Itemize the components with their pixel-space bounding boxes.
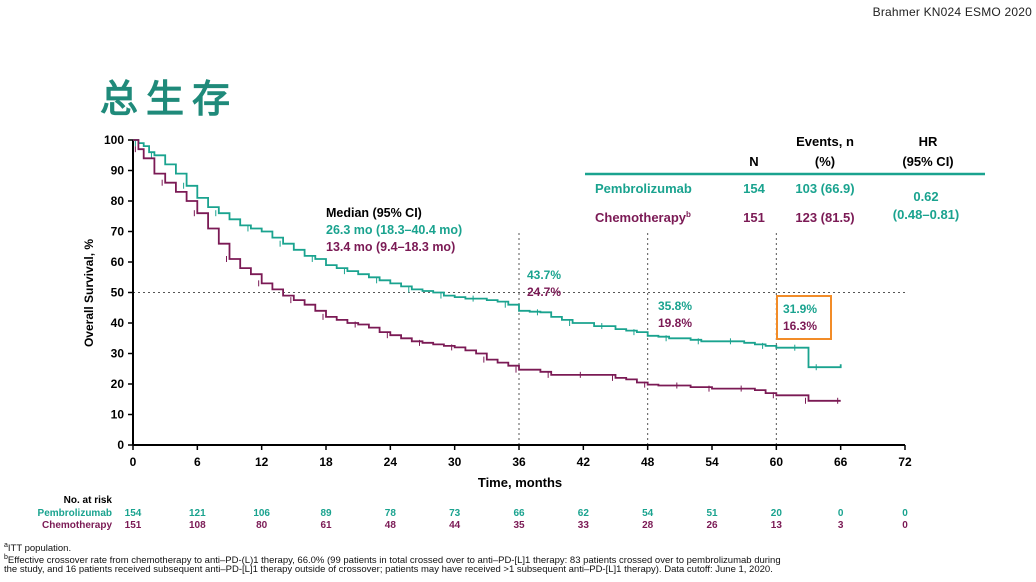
footnote-a: aITT population. xyxy=(4,542,72,555)
median-chemo: 13.4 mo (9.4–18.3 mo) xyxy=(326,240,455,254)
table-hr-value: 0.62 xyxy=(913,189,938,204)
x-tick-label: 12 xyxy=(255,455,269,469)
table-row-label-chemo-sup: b xyxy=(686,210,691,219)
y-tick-label: 90 xyxy=(111,164,125,178)
risk-value-chemotherapy: 108 xyxy=(189,520,206,531)
risk-row-label-chemo: Chemotherapy xyxy=(42,520,112,531)
table-row-n-pembro: 154 xyxy=(743,181,765,196)
risk-value-chemotherapy: 26 xyxy=(706,520,718,531)
risk-value-chemotherapy: 80 xyxy=(256,520,268,531)
risk-value-pembrolizumab: 73 xyxy=(449,508,461,519)
citation: Brahmer KN024 ESMO 2020 xyxy=(872,5,1032,19)
risk-value-chemotherapy: 28 xyxy=(642,520,654,531)
risk-value-chemotherapy: 61 xyxy=(320,520,332,531)
y-tick-label: 60 xyxy=(111,255,125,269)
x-tick-label: 6 xyxy=(194,455,201,469)
reference-lines xyxy=(133,230,905,445)
rate-36-pembro: 43.7% xyxy=(527,268,561,282)
risk-value-pembrolizumab: 89 xyxy=(320,508,332,519)
y-tick-label: 20 xyxy=(111,377,125,391)
rate-60-pembro: 31.9% xyxy=(783,302,817,316)
x-tick-label: 36 xyxy=(512,455,526,469)
y-tick-label: 10 xyxy=(111,408,125,422)
x-tick-label: 18 xyxy=(319,455,333,469)
y-tick-label: 100 xyxy=(104,133,124,147)
table-row-events-pembro: 103 (66.9) xyxy=(795,181,854,196)
rate-48-pembro: 35.8% xyxy=(658,299,692,313)
rate-36-chemo: 24.7% xyxy=(527,285,561,299)
x-tick-label: 66 xyxy=(834,455,848,469)
x-tick-label: 42 xyxy=(577,455,591,469)
y-tick-label: 30 xyxy=(111,347,125,361)
risk-value-chemotherapy: 33 xyxy=(578,520,590,531)
risk-value-chemotherapy: 48 xyxy=(385,520,397,531)
risk-value-chemotherapy: 35 xyxy=(513,520,525,531)
rate-60-chemo: 16.3% xyxy=(783,319,817,333)
survival-curve-chemotherapy xyxy=(133,139,841,402)
table-row-label-pembro: Pembrolizumab xyxy=(595,181,692,196)
x-tick-label: 60 xyxy=(770,455,784,469)
highlight-box xyxy=(776,295,832,340)
axes: 0 6 12 18 24 30 36 42 48 54 60 66 72 0 10 20 30 40 50 60 70 8… xyxy=(104,133,912,469)
table-row-n-chemo: 151 xyxy=(743,210,765,225)
risk-value-chemotherapy: 3 xyxy=(838,520,844,531)
y-tick-label: 70 xyxy=(111,225,125,239)
x-tick-label: 72 xyxy=(898,455,912,469)
x-tick-label: 30 xyxy=(448,455,462,469)
x-tick-label: 54 xyxy=(705,455,719,469)
table-header-events-2: (%) xyxy=(815,154,835,169)
table-header-events-1: Events, n xyxy=(796,134,854,149)
table-header-hr-2: (95% CI) xyxy=(902,154,953,169)
risk-value-pembrolizumab: 20 xyxy=(771,508,783,519)
risk-value-chemotherapy: 44 xyxy=(449,520,461,531)
risk-table-title: No. at risk xyxy=(64,495,113,506)
risk-row-label-pembro: Pembrolizumab xyxy=(38,508,112,519)
y-tick-label: 50 xyxy=(111,286,125,300)
footnote-a-text: ITT population. xyxy=(7,543,72,555)
rate-48-chemo: 19.8% xyxy=(658,316,692,330)
table-header-n: N xyxy=(749,154,758,169)
risk-value-pembrolizumab: 62 xyxy=(578,508,590,519)
x-tick-label: 0 xyxy=(130,455,137,469)
risk-value-pembrolizumab: 54 xyxy=(642,508,654,519)
risk-value-pembrolizumab: 0 xyxy=(838,508,844,519)
x-tick-label: 48 xyxy=(641,455,655,469)
risk-value-pembrolizumab: 0 xyxy=(902,508,908,519)
y-tick-label: 40 xyxy=(111,316,125,330)
risk-value-pembrolizumab: 121 xyxy=(189,508,206,519)
median-pembro: 26.3 mo (18.3–40.4 mo) xyxy=(326,223,462,237)
risk-value-chemotherapy: 0 xyxy=(902,520,908,531)
table-header-hr-1: HR xyxy=(919,134,938,149)
risk-value-pembrolizumab: 51 xyxy=(706,508,718,519)
page-title: 总生存 xyxy=(100,77,239,121)
y-tick-label: 80 xyxy=(111,194,125,208)
table-row-events-chemo: 123 (81.5) xyxy=(795,210,854,225)
survival-curves xyxy=(133,139,842,404)
x-tick-label: 24 xyxy=(384,455,398,469)
y-tick-label: 0 xyxy=(117,438,124,452)
risk-value-pembrolizumab: 66 xyxy=(513,508,525,519)
footnote-b-line1: bEffective crossover rate from chemother… xyxy=(4,554,781,567)
survival-curve-pembrolizumab xyxy=(133,139,842,369)
y-axis-label: Overall Survival, % xyxy=(82,239,96,347)
risk-value-pembrolizumab: 154 xyxy=(125,508,142,519)
x-axis-label: Time, months xyxy=(478,475,562,490)
footnote-b-line2: the study, and 16 patients received subs… xyxy=(4,564,773,575)
risk-value-chemotherapy: 13 xyxy=(771,520,783,531)
risk-value-pembrolizumab: 78 xyxy=(385,508,397,519)
risk-value-pembrolizumab: 106 xyxy=(253,508,270,519)
table-hr-ci: (0.48–0.81) xyxy=(893,207,960,222)
footnote-b-line1-text: Effective crossover rate from chemothera… xyxy=(7,555,781,567)
risk-value-chemotherapy: 151 xyxy=(125,520,142,531)
table-row-label-chemo-text: Chemotherapy xyxy=(595,210,687,225)
table-row-label-chemo: Chemotherapyb xyxy=(595,210,691,225)
median-header: Median (95% CI) xyxy=(326,206,422,220)
